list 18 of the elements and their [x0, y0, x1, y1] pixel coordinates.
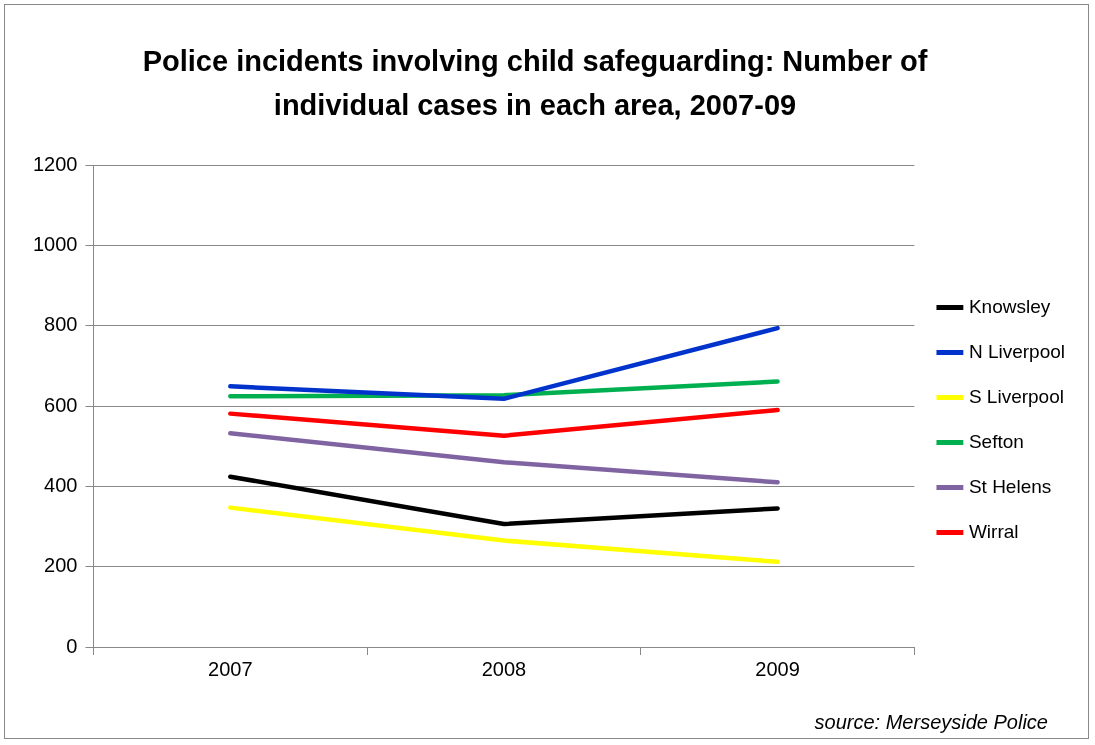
x-tick-label: 2008 — [481, 657, 527, 680]
y-tick-label: 0 — [66, 634, 78, 657]
source-note: source: Merseyside Police — [814, 711, 1048, 734]
y-tick-label: 1000 — [32, 232, 78, 255]
legend-label: S Liverpool — [968, 385, 1064, 407]
x-tick-label: 2007 — [208, 657, 253, 680]
legend-label: N Liverpool — [968, 340, 1066, 362]
legend-label: Knowsley — [968, 295, 1051, 317]
y-tick-label: 800 — [44, 313, 78, 336]
y-tick-label: 200 — [44, 554, 78, 577]
legend-label: St Helens — [968, 475, 1052, 497]
y-tick-label: 400 — [44, 473, 78, 496]
x-tick-label: 2009 — [755, 657, 800, 680]
y-tick-label: 600 — [44, 393, 78, 416]
chart-title: Police incidents involving child safeguarding: Number of individual cases in each area, 2007-09 — [141, 44, 929, 123]
legend-label: Sefton — [968, 430, 1024, 452]
y-tick-label: 1200 — [32, 152, 78, 175]
legend-label: Wirral — [968, 520, 1019, 542]
